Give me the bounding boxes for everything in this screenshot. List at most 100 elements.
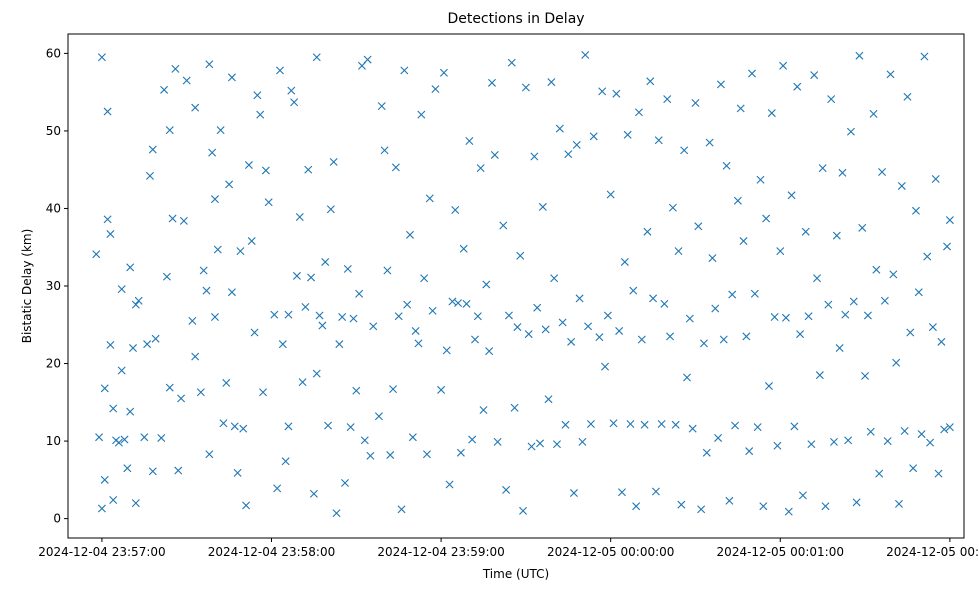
- x-axis-label: Time (UTC): [482, 567, 549, 581]
- data-point: [821, 502, 830, 511]
- data-point: [196, 388, 205, 397]
- data-point: [920, 52, 929, 61]
- data-point: [807, 440, 816, 449]
- data-point: [250, 328, 259, 337]
- data-point: [236, 247, 245, 256]
- data-point: [341, 478, 349, 487]
- data-point: [485, 347, 494, 356]
- data-point: [420, 274, 429, 283]
- data-point: [456, 448, 465, 457]
- data-point: [109, 496, 118, 504]
- data-point: [504, 311, 513, 320]
- data-point: [767, 109, 776, 118]
- data-point: [335, 340, 344, 349]
- data-point: [222, 378, 231, 387]
- data-point: [160, 85, 169, 94]
- data-point: [210, 195, 219, 204]
- data-point: [615, 326, 624, 335]
- data-point: [312, 369, 321, 378]
- data-point: [97, 504, 106, 513]
- data-point: [584, 322, 593, 331]
- data-point: [844, 436, 853, 445]
- x-axis: 2024-12-04 23:57:00 2024-12-04 23:58:00 20…: [38, 538, 979, 559]
- data-point: [301, 302, 310, 311]
- data-point: [569, 489, 578, 498]
- data-point: [318, 321, 327, 330]
- data-point: [629, 286, 638, 295]
- data-point: [157, 433, 166, 442]
- data-point: [753, 423, 762, 432]
- data-point: [349, 314, 358, 323]
- data-point: [547, 78, 556, 87]
- data-point: [609, 419, 618, 428]
- data-point: [210, 313, 219, 322]
- x-tick-label: 2024-12-04 23:59:00: [377, 545, 504, 559]
- data-point: [502, 485, 511, 494]
- data-point: [818, 164, 827, 173]
- data-point: [437, 385, 446, 394]
- data-point: [838, 168, 847, 177]
- data-point: [338, 313, 347, 322]
- data-point: [575, 294, 584, 303]
- data-point: [219, 419, 228, 428]
- data-point: [329, 157, 338, 166]
- data-point: [106, 340, 115, 349]
- data-point: [261, 166, 270, 175]
- data-point: [242, 501, 251, 510]
- data-point: [589, 132, 598, 141]
- data-point: [493, 437, 502, 446]
- data-point: [281, 457, 290, 466]
- data-point: [552, 440, 561, 449]
- data-point: [397, 505, 406, 514]
- data-point: [273, 484, 282, 493]
- data-point: [824, 300, 833, 309]
- data-point: [643, 227, 652, 236]
- data-point: [855, 51, 864, 60]
- data-point: [126, 263, 135, 272]
- data-point: [425, 194, 434, 203]
- data-point: [914, 288, 923, 297]
- data-point: [618, 488, 626, 497]
- data-point: [182, 76, 191, 85]
- data-point: [900, 427, 909, 435]
- data-point: [123, 464, 132, 473]
- data-point: [117, 285, 126, 294]
- data-point: [875, 469, 884, 478]
- data-point: [793, 82, 802, 91]
- data-point: [445, 480, 454, 489]
- data-point: [603, 311, 612, 320]
- data-point: [244, 161, 253, 170]
- data-point: [422, 450, 431, 459]
- data-point: [507, 58, 516, 67]
- data-point: [352, 386, 361, 395]
- data-point: [714, 433, 723, 442]
- data-point: [165, 383, 174, 392]
- data-point: [360, 436, 369, 445]
- data-point: [208, 148, 217, 157]
- data-point: [564, 150, 573, 159]
- y-axis-label: Bistatic Delay (km): [20, 229, 34, 344]
- data-point: [733, 196, 742, 205]
- data-point: [213, 245, 222, 254]
- data-point: [131, 300, 140, 309]
- data-point: [937, 337, 946, 346]
- data-point: [671, 420, 680, 429]
- data-point: [815, 371, 824, 380]
- data-point: [448, 297, 457, 306]
- data-point: [759, 502, 768, 511]
- data-point: [516, 251, 525, 260]
- data-point: [880, 296, 889, 305]
- data-point: [253, 91, 262, 100]
- data-point: [677, 500, 686, 509]
- data-point: [389, 385, 398, 394]
- y-tick-label: 20: [46, 357, 61, 371]
- data-point: [148, 145, 157, 154]
- plot-frame: [67, 33, 965, 539]
- x-tick-label: 2024-12-04 23:58:00: [208, 545, 335, 559]
- data-point: [168, 214, 177, 223]
- data-point: [100, 384, 109, 393]
- data-point: [926, 438, 935, 447]
- data-point: [798, 491, 807, 500]
- data-point: [530, 152, 539, 161]
